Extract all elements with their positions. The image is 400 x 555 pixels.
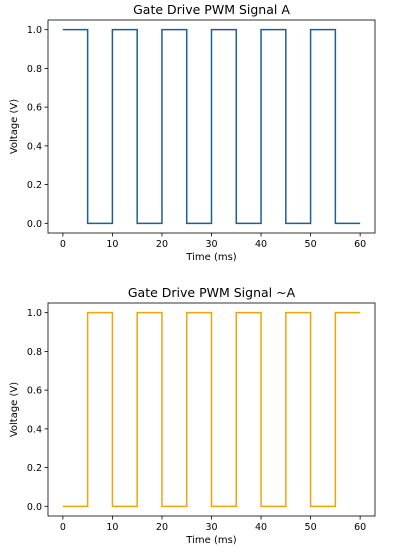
chart-1-title: Gate Drive PWM Signal A xyxy=(133,2,290,17)
chart-2-y-axis-label: Voltage (V) xyxy=(9,382,20,437)
chart-1-x-tick-label: 60 xyxy=(354,239,366,250)
chart-1-pwm-signal-line xyxy=(62,28,361,225)
chart-2-x-tick-label: 30 xyxy=(205,522,217,533)
chart-1-x-tick-label: 10 xyxy=(106,239,118,250)
chart-2-pwm-signal-line xyxy=(62,311,361,508)
chart-1-x-tick-label: 30 xyxy=(205,239,217,250)
chart-1-y-tick-label: 1.0 xyxy=(27,25,42,36)
chart-2-y-tick-label: 1.0 xyxy=(27,308,42,319)
chart-2-y-tick-label: 0.0 xyxy=(27,502,42,513)
chart-1-x-axis-label: Time (ms) xyxy=(185,252,237,263)
chart-1-y-tick-label: 0.2 xyxy=(27,180,42,191)
chart-2-x-tick-label: 60 xyxy=(354,522,366,533)
chart-1-x-tick-label: 0 xyxy=(60,239,66,250)
chart-2-x-tick-label: 0 xyxy=(60,522,66,533)
chart-2-title: Gate Drive PWM Signal ~A xyxy=(128,285,296,300)
chart-1-x-tick-label: 40 xyxy=(255,239,267,250)
chart-2-y-tick-label: 0.8 xyxy=(27,347,42,358)
chart-2-y-tick-label: 0.2 xyxy=(27,463,42,474)
chart-1-y-axis-label: Voltage (V) xyxy=(9,99,20,154)
chart-1-x-tick-label: 20 xyxy=(156,239,168,250)
chart-2-x-tick-label: 50 xyxy=(305,522,317,533)
chart-1-y-tick-label: 0.0 xyxy=(27,219,42,230)
chart-1-y-tick-label: 0.6 xyxy=(27,103,42,114)
chart-2-y-tick-label: 0.4 xyxy=(27,424,42,435)
chart-1-x-tick-label: 50 xyxy=(305,239,317,250)
chart-1-y-tick-label: 0.8 xyxy=(27,64,42,75)
chart-1-y-tick-label: 0.4 xyxy=(27,141,42,152)
chart-2-y-tick-label: 0.6 xyxy=(27,386,42,397)
chart-2-x-tick-label: 40 xyxy=(255,522,267,533)
chart-2-x-tick-label: 20 xyxy=(156,522,168,533)
chart-2-x-axis-label: Time (ms) xyxy=(185,535,237,546)
chart-2-x-tick-label: 10 xyxy=(106,522,118,533)
